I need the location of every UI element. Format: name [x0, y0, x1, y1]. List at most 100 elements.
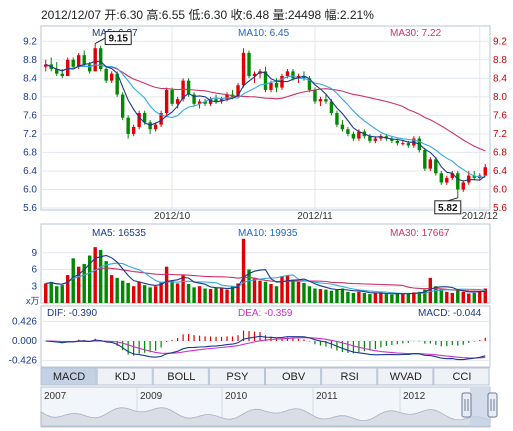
price-tick-label-right: 9.2: [493, 36, 507, 47]
moving-average-lines: [45, 60, 486, 182]
volume-bar: [417, 291, 422, 303]
candle: [126, 115, 130, 139]
volume-bar: [285, 275, 290, 303]
candle: [115, 71, 119, 97]
volume-tick-label: 6: [31, 265, 37, 276]
volume-bar: [186, 284, 191, 303]
volume-tick-label: 9: [31, 248, 37, 259]
volume-bar: [324, 289, 328, 303]
candle: [241, 48, 246, 88]
volume-bar: [340, 288, 345, 303]
date-axis: 2012/10 2012/11 2012/12: [154, 211, 498, 222]
ma5-line: [45, 60, 486, 182]
price-tick-label: 6.0: [23, 184, 37, 195]
volume-ma5-line: [45, 254, 486, 295]
volume-bar: [357, 291, 361, 303]
macd-legend: DIF: -0.390 DEA: -0.359 MACD: -0.044: [47, 308, 482, 319]
navigator-right-handle[interactable]: [487, 392, 498, 418]
volume-bar: [82, 263, 86, 303]
volume-legend: MA5: 16535 MA10: 19935 MA30: 17667: [92, 228, 450, 239]
legend-dea: DEA: -0.359: [238, 308, 293, 319]
volume-bar: [60, 285, 64, 303]
price-tick-label: 9.2: [23, 36, 37, 47]
price-tick-label: 8.0: [23, 92, 37, 103]
candle: [170, 87, 174, 107]
price-axis-left: 5.6 6.0 6.4 6.8 7.2 7.6 8.0 8.4 8.8 9.2: [23, 36, 37, 214]
volume-bar: [335, 289, 339, 303]
tab-macd[interactable]: MACD: [40, 367, 97, 386]
tab-psy[interactable]: PSY: [208, 367, 265, 386]
volume-bar: [77, 266, 81, 303]
volume-bar: [230, 286, 235, 303]
volume-bar: [258, 280, 262, 303]
volume-bar: [428, 277, 433, 303]
tab-rsi[interactable]: RSI: [321, 367, 378, 386]
candle: [93, 43, 97, 72]
volume-bar: [302, 282, 306, 303]
macd-tick-label: -0.426: [9, 356, 38, 367]
volume-bar: [214, 287, 218, 303]
volume-bar: [395, 292, 400, 303]
volume-bars: [44, 238, 487, 303]
volume-bar: [346, 291, 350, 303]
volume-bar: [280, 276, 284, 303]
tab-wvad[interactable]: WVAD: [377, 367, 434, 386]
price-tick-label-right: 7.2: [493, 129, 507, 140]
volume-bar: [131, 286, 136, 303]
candle: [137, 110, 141, 130]
candle: [450, 170, 454, 181]
ma10-line: [45, 63, 486, 179]
volume-bar: [263, 281, 268, 303]
volume-bar: [142, 285, 147, 303]
dif-line: [45, 335, 486, 361]
candle: [340, 120, 345, 132]
price-tick-label-right: 8.8: [493, 55, 507, 66]
indicator-tabs: MACD KDJ BOLL PSY OBV RSI WVAD CCI: [40, 367, 490, 386]
navigator-year: 2011: [316, 391, 338, 402]
date-label: 2012/11: [297, 211, 333, 222]
tab-kdj[interactable]: KDJ: [96, 367, 153, 386]
volume-bar: [379, 293, 383, 303]
tab-label: BOLL: [167, 371, 195, 383]
volume-bar: [247, 269, 251, 303]
price-callout: 9.15: [94, 31, 132, 46]
tab-boll[interactable]: BOLL: [152, 367, 209, 386]
price-callout: 5.82: [434, 197, 462, 215]
navigator-selection[interactable]: [470, 388, 490, 426]
volume-bar: [467, 293, 471, 303]
volume-bar: [472, 292, 476, 303]
svg-text:9.15: 9.15: [108, 34, 128, 45]
candle: [247, 50, 251, 79]
tab-label: MACD: [53, 371, 85, 383]
tab-cci[interactable]: CCI: [433, 367, 490, 386]
volume-bar: [120, 280, 125, 303]
volume-bar: [439, 288, 444, 303]
navigator-area-series: [40, 407, 491, 427]
price-tick-label-right: 6.8: [493, 147, 507, 158]
tab-obv[interactable]: OBV: [265, 367, 322, 386]
navigator-year-labels: 2007 2009 2010 2011 2012: [44, 388, 426, 426]
volume-bar: [461, 291, 465, 303]
candle: [335, 110, 339, 127]
volume-bar: [175, 283, 180, 303]
legend-ma30: MA30: 7.22: [390, 28, 442, 39]
price-tick-label-right: 5.6: [493, 203, 507, 214]
navigator-left-handle[interactable]: [461, 392, 472, 418]
volume-bar: [373, 292, 378, 303]
volume-bar: [362, 292, 367, 303]
tab-label: RSI: [341, 371, 359, 383]
volume-bar: [93, 247, 97, 303]
candle: [318, 96, 323, 107]
legend-ma10: MA10: 6.45: [238, 28, 290, 39]
volume-bar: [478, 290, 482, 303]
candle: [483, 164, 487, 176]
volume-bar: [456, 289, 460, 303]
legend-vol-ma10: MA10: 19935: [238, 228, 298, 239]
volume-ma-lines: [45, 254, 486, 295]
candle: [445, 175, 449, 185]
tab-label: OBV: [282, 371, 306, 383]
price-tick-label-right: 8.4: [493, 73, 507, 84]
volume-bar: [390, 294, 394, 303]
price-tick-label: 8.4: [23, 73, 37, 84]
